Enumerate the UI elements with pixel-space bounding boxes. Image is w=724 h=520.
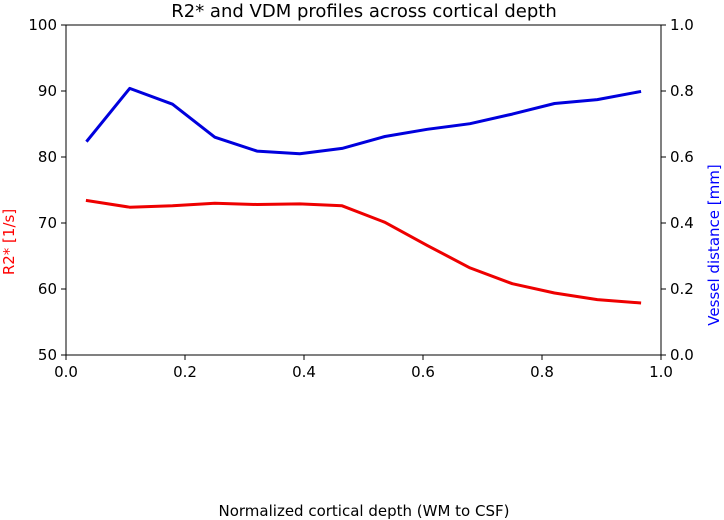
left-y-tick-label: 70 [38,214,57,232]
right-y-tick-label: 0.8 [670,82,694,100]
right-y-tick-label: 1.0 [670,16,694,34]
series-line-r2 [87,201,639,303]
right-y-tick-label: 0.2 [670,280,694,298]
x-tick-label: 0.4 [292,363,316,381]
plot-frame [66,25,661,355]
chart: R2* and VDM profiles across cortical dep… [0,0,724,520]
right-axis-label: Vessel distance [mm] [705,164,723,325]
right-y-tick-label: 0.6 [670,148,694,166]
x-tick-label: 1.0 [649,363,673,381]
x-tick-label: 0.2 [173,363,197,381]
right-y-tick-label: 0.4 [670,214,694,232]
left-axis-label: R2* [1/s] [0,209,18,275]
series-line-vessel-distance [87,88,639,153]
x-axis-label: Normalized cortical depth (WM to CSF) [219,502,510,520]
x-tick-label: 0.6 [411,363,435,381]
left-y-tick-label: 100 [28,16,57,34]
left-y-tick-label: 60 [38,280,57,298]
left-y-tick-label: 90 [38,82,57,100]
left-y-tick-label: 80 [38,148,57,166]
chart-title: R2* and VDM profiles across cortical dep… [171,1,556,22]
x-tick-label: 0.8 [530,363,554,381]
right-y-tick-label: 0.0 [670,346,694,364]
x-tick-label: 0.0 [54,363,78,381]
left-y-tick-label: 50 [38,346,57,364]
